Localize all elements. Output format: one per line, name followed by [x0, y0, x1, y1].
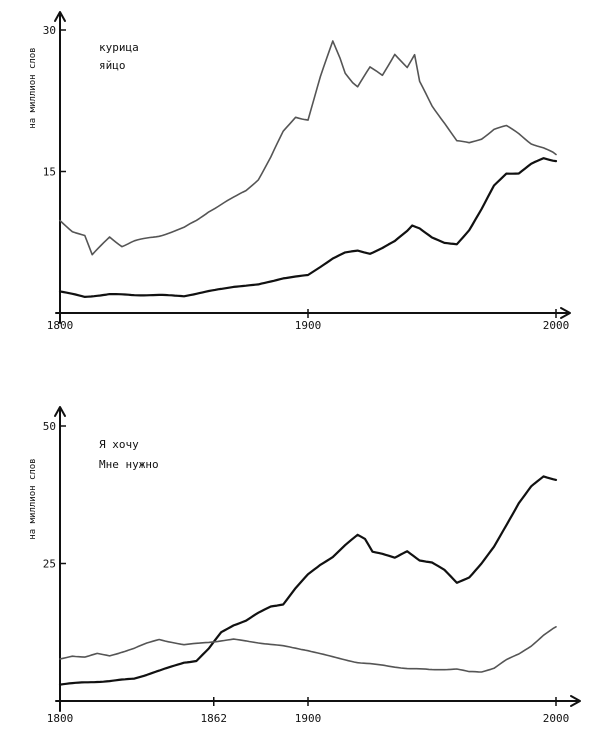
x-tick-label: 1900 [295, 319, 322, 332]
x-tick-label: 1862 [201, 712, 228, 725]
series-line-1 [59, 40, 557, 256]
x-tick-label: 1900 [295, 712, 322, 725]
y-axis-arrow [54, 406, 66, 417]
x-tick-label: 2000 [543, 712, 570, 725]
series-line-1 [58, 475, 558, 686]
x-axis-arrow [570, 695, 581, 707]
x-tick-label: 1800 [47, 712, 74, 725]
legend-entry: курица [99, 41, 139, 54]
series-line-2 [59, 626, 557, 673]
x-axis-arrow [560, 307, 571, 319]
legend-entry: Я хочу [99, 438, 139, 451]
y-axis-label: на миллион слов [28, 458, 38, 539]
y-tick-label: 25 [43, 558, 56, 571]
chart-2: 25 50 1800 1862 1900 2000 на миллион слов Я хоч… [28, 406, 581, 725]
y-axis-label: на миллион слов [28, 47, 38, 128]
y-tick-label: 30 [43, 24, 56, 37]
y-axis-arrow [54, 11, 66, 22]
series-line-2 [58, 157, 558, 298]
x-tick-label: 1800 [47, 319, 74, 332]
y-tick-label: 15 [43, 166, 56, 179]
y-tick-label: 50 [43, 420, 56, 433]
legend-entry: Мне нужно [99, 458, 159, 471]
legend-entry: яйцо [99, 59, 126, 72]
x-tick-label: 2000 [543, 319, 570, 332]
chart-1: 15 30 1800 1900 2000 на миллион слов курица яйц… [28, 11, 571, 332]
